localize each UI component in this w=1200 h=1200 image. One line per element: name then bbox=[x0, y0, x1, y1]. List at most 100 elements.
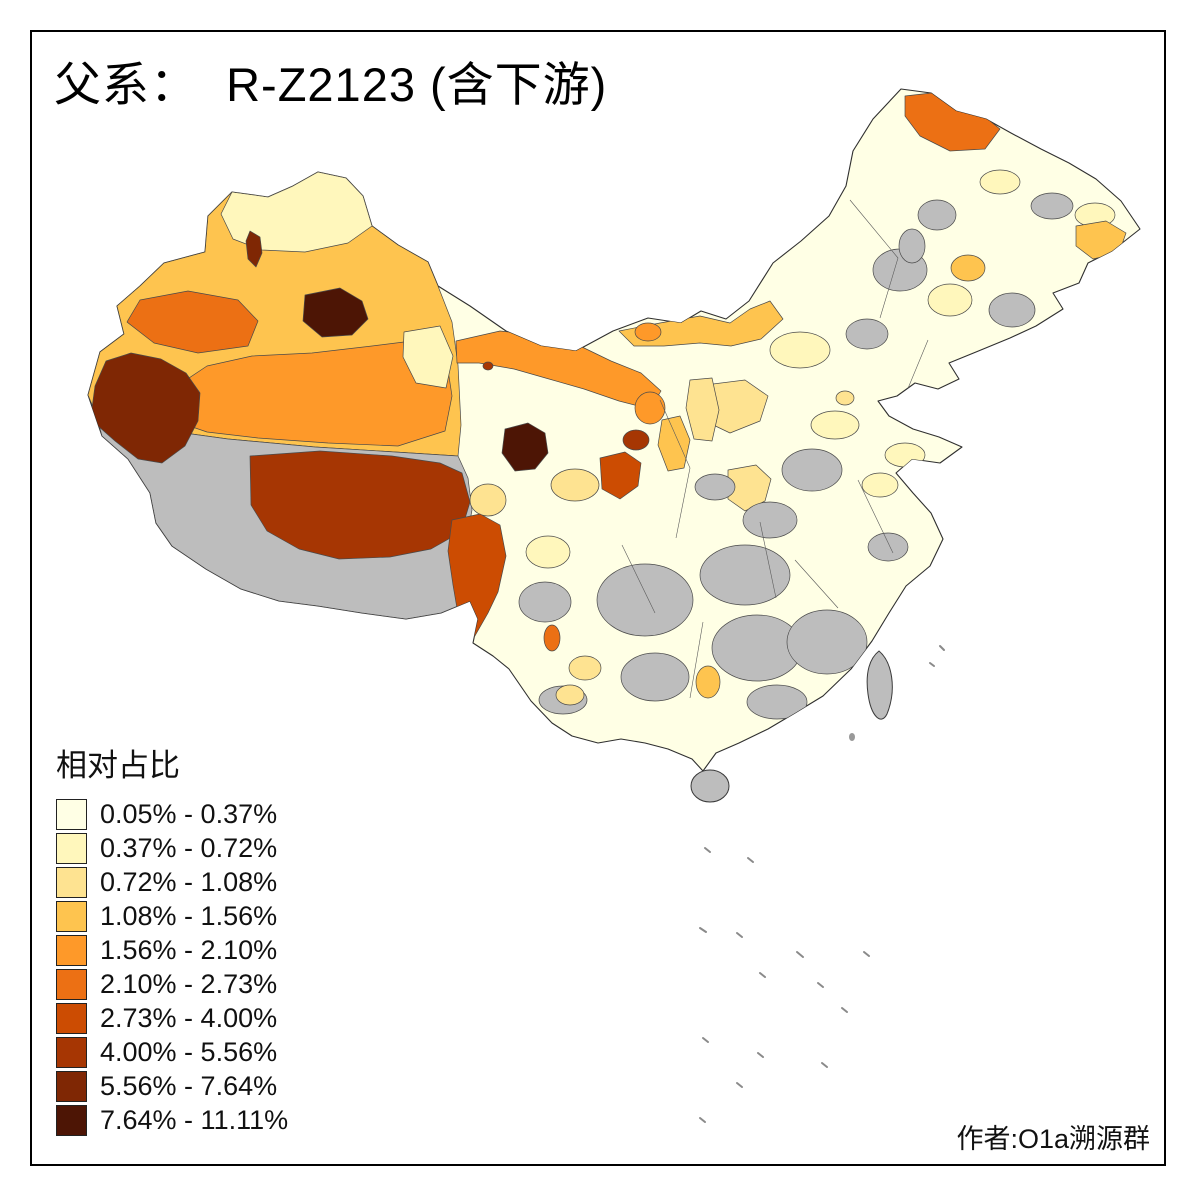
map-region bbox=[917, 199, 957, 231]
author-credit: 作者:O1a溯源群 bbox=[956, 1124, 1150, 1154]
legend-row: 5.56% - 7.64% bbox=[56, 1071, 288, 1102]
map-region bbox=[727, 464, 772, 512]
map-region bbox=[469, 483, 507, 517]
map-line bbox=[841, 1007, 848, 1013]
legend-row: 7.64% - 11.11% bbox=[56, 1105, 288, 1136]
map-region bbox=[622, 429, 650, 451]
map-region bbox=[620, 652, 690, 702]
legend-row: 0.72% - 1.08% bbox=[56, 867, 288, 898]
map-line bbox=[939, 645, 945, 651]
map-region bbox=[1030, 192, 1074, 220]
map-region bbox=[302, 287, 369, 338]
map-line bbox=[659, 399, 691, 539]
map-region bbox=[596, 563, 694, 637]
map-region bbox=[845, 318, 889, 350]
legend-title: 相对占比 bbox=[56, 748, 180, 783]
map-line bbox=[699, 1117, 706, 1123]
legend-label: 5.56% - 7.64% bbox=[100, 1071, 278, 1101]
map-region bbox=[543, 624, 561, 652]
taiwan-island bbox=[866, 650, 893, 720]
map-region bbox=[402, 325, 454, 389]
map-islands bbox=[690, 650, 893, 803]
map-line bbox=[759, 972, 766, 978]
legend-label: 1.56% - 2.10% bbox=[100, 935, 278, 965]
plot-frame bbox=[30, 30, 1166, 1166]
map-region bbox=[746, 684, 808, 720]
map-region bbox=[927, 283, 973, 317]
map-region bbox=[835, 390, 855, 406]
map-region bbox=[898, 228, 926, 264]
map-line bbox=[794, 559, 839, 609]
legend-label: 0.37% - 0.72% bbox=[100, 833, 278, 863]
map-region bbox=[950, 254, 986, 282]
map-line bbox=[702, 1037, 709, 1043]
map-line bbox=[757, 1052, 764, 1058]
map-line bbox=[704, 847, 711, 853]
legend-label: 2.10% - 2.73% bbox=[100, 969, 278, 999]
map-line bbox=[736, 932, 743, 938]
legend-row: 4.00% - 5.56% bbox=[56, 1037, 288, 1068]
map-region bbox=[568, 655, 602, 681]
map-line bbox=[796, 951, 804, 958]
map-region bbox=[220, 171, 373, 253]
map-line bbox=[759, 521, 777, 599]
map-line bbox=[699, 927, 707, 933]
map-line bbox=[736, 1082, 743, 1088]
map-region bbox=[810, 410, 860, 440]
map-region bbox=[245, 230, 263, 268]
map-region bbox=[685, 377, 720, 442]
legend-label: 4.00% - 5.56% bbox=[100, 1037, 278, 1067]
legend-swatch bbox=[56, 799, 87, 830]
map-region bbox=[781, 448, 843, 492]
map-region bbox=[786, 609, 868, 675]
map-region bbox=[249, 450, 471, 560]
legend-swatch bbox=[56, 833, 87, 864]
legend-swatch bbox=[56, 1037, 87, 1068]
map-region bbox=[501, 422, 549, 472]
map-region bbox=[861, 472, 899, 498]
legend-swatch bbox=[56, 935, 87, 966]
legend-label: 1.08% - 1.56% bbox=[100, 901, 278, 931]
map-region bbox=[988, 292, 1036, 328]
legend-swatch bbox=[56, 969, 87, 1000]
legend-swatch bbox=[56, 1003, 87, 1034]
map-region bbox=[525, 535, 571, 569]
legend-row: 0.37% - 0.72% bbox=[56, 833, 288, 864]
legend-label: 2.73% - 4.00% bbox=[100, 1003, 278, 1033]
map-title: 父系： R-Z2123 (含下游) bbox=[54, 58, 608, 111]
map-region bbox=[694, 473, 736, 501]
map-region bbox=[550, 468, 600, 502]
legend-items: 0.05% - 0.37% 0.37% - 0.72% 0.72% - 1.08% 1… bbox=[56, 799, 288, 1136]
legend-label: 0.05% - 0.37% bbox=[100, 799, 278, 829]
south-china-sea-islets bbox=[699, 645, 945, 1123]
map-line bbox=[621, 544, 656, 614]
map-line bbox=[929, 662, 935, 667]
legend-swatch bbox=[56, 1105, 87, 1136]
legend-row: 1.56% - 2.10% bbox=[56, 935, 288, 966]
legend-row: 2.10% - 2.73% bbox=[56, 969, 288, 1000]
map-line bbox=[689, 621, 704, 699]
map-line bbox=[817, 982, 824, 988]
map-line bbox=[863, 951, 870, 957]
penghu-dot bbox=[849, 733, 855, 741]
legend-row: 2.73% - 4.00% bbox=[56, 1003, 288, 1034]
map-region bbox=[555, 684, 585, 706]
map-region bbox=[699, 544, 791, 606]
map-region bbox=[769, 331, 831, 369]
map-region bbox=[979, 169, 1021, 195]
legend-swatch bbox=[56, 867, 87, 898]
hainan-island bbox=[690, 769, 730, 803]
map-region bbox=[126, 290, 259, 354]
map-region bbox=[599, 451, 642, 500]
legend: 相对占比 0.05% - 0.37% 0.37% - 0.72% 0.72% - 1… bbox=[56, 740, 288, 1139]
legend-swatch bbox=[56, 901, 87, 932]
map-boundary-lines bbox=[621, 199, 929, 699]
legend-label: 0.72% - 1.08% bbox=[100, 867, 278, 897]
map-region bbox=[91, 352, 201, 464]
map-region bbox=[657, 415, 691, 472]
map-line bbox=[849, 199, 899, 319]
map-region bbox=[742, 501, 798, 539]
map-region bbox=[695, 665, 721, 699]
map-line bbox=[821, 1062, 828, 1068]
